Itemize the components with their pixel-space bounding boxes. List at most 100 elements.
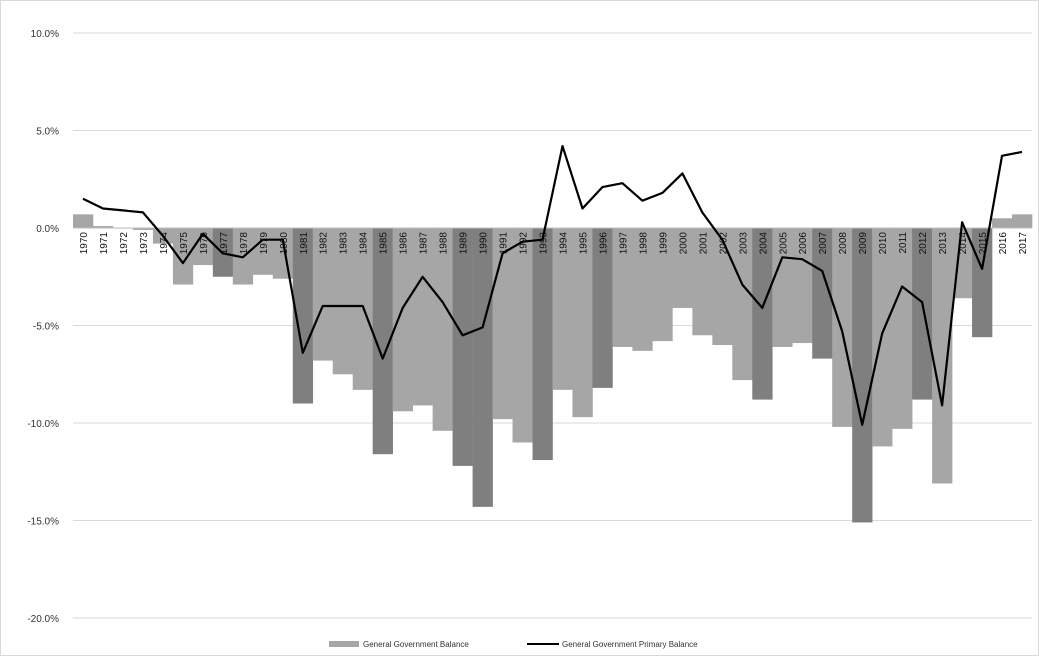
bar-2016	[992, 218, 1013, 228]
bar-2008	[832, 228, 853, 427]
bar-1975	[172, 228, 194, 285]
bar-1981	[292, 228, 314, 404]
bar-2013	[932, 228, 953, 484]
bar-1993	[532, 228, 553, 461]
x-tick-label: 2012	[918, 232, 929, 255]
bar-1970	[73, 214, 94, 228]
bar-2002	[712, 228, 733, 345]
x-tick-label: 2007	[818, 232, 829, 255]
bar-1992	[512, 228, 533, 443]
bar-2001	[692, 228, 713, 336]
x-tick-label: 1970	[79, 232, 90, 255]
x-tick-label: 1998	[638, 232, 649, 255]
bar-1976	[192, 228, 214, 266]
bar-1985	[372, 228, 393, 455]
x-tick-label: 1975	[179, 232, 190, 255]
x-tick-label: 2008	[838, 232, 849, 255]
x-tick-label: 2016	[998, 232, 1009, 255]
y-tick-label: 10.0%	[31, 29, 59, 40]
x-tick-label: 1994	[558, 232, 569, 255]
x-tick-label: 1997	[618, 232, 629, 255]
x-tick-label: 1979	[259, 232, 270, 255]
x-tick-label: 1992	[519, 232, 530, 255]
bar-1995	[572, 228, 593, 418]
primary-balance-line-layer	[82, 145, 1023, 426]
bar-1994	[552, 228, 573, 390]
x-tick-label: 2017	[1018, 232, 1029, 255]
x-tick-label: 1999	[658, 232, 669, 255]
y-axis-tick-labels: 10.0% 5.0% 0.0% -5.0% -10.0% -15.0% -20.0%	[27, 29, 59, 625]
x-tick-label: 1991	[499, 232, 510, 255]
y-tick-label: -5.0%	[33, 322, 59, 333]
x-tick-label: 1981	[299, 232, 310, 255]
x-tick-label: 1986	[399, 232, 410, 255]
bar-2004	[752, 228, 773, 400]
legend: General Government Balance General Gover…	[329, 640, 698, 649]
bar-1997	[612, 228, 633, 347]
x-tick-label: 1989	[459, 232, 470, 255]
x-tick-label: 2003	[738, 232, 749, 255]
x-tick-label: 1995	[578, 232, 589, 255]
x-tick-label: 1976	[199, 232, 210, 255]
x-tick-label: 1996	[598, 232, 609, 255]
bar-1987	[412, 228, 433, 406]
x-tick-label: 1971	[99, 232, 110, 255]
x-tick-label: 2005	[778, 232, 789, 255]
bar-1996	[592, 228, 613, 388]
bar-1989	[452, 228, 473, 466]
y-tick-label: -15.0%	[27, 517, 59, 528]
bar-1999	[652, 228, 673, 342]
x-tick-label: 2011	[898, 232, 909, 254]
y-tick-label: 0.0%	[36, 224, 59, 235]
x-tick-label: 2006	[798, 232, 809, 255]
bar-2014	[952, 228, 973, 299]
x-tick-label: 1990	[479, 232, 490, 255]
bar-1971	[92, 226, 114, 228]
x-tick-label: 1984	[359, 232, 370, 255]
x-tick-label: 2000	[678, 232, 689, 255]
x-tick-label: 2013	[938, 232, 949, 255]
bar-1998	[632, 228, 653, 351]
x-tick-label: 2014	[958, 232, 969, 255]
x-tick-label: 1973	[139, 232, 150, 255]
bar-2009	[852, 228, 873, 523]
bar-2006	[792, 228, 813, 344]
x-tick-label: 1977	[219, 232, 230, 255]
x-tick-label: 1988	[439, 232, 450, 255]
bar-1982	[312, 228, 334, 361]
legend-swatch-balance	[329, 641, 359, 647]
primary-balance-line	[82, 145, 1023, 426]
x-tick-label: 1972	[119, 232, 130, 255]
x-tick-label: 2010	[878, 232, 889, 255]
bar-2003	[732, 228, 753, 381]
x-tick-label: 2001	[698, 232, 709, 255]
y-tick-label: -10.0%	[27, 419, 59, 430]
x-tick-label: 2004	[758, 232, 769, 255]
legend-label-balance: General Government Balance	[363, 640, 469, 649]
x-tick-label: 2015	[978, 232, 989, 255]
bar-2012	[912, 228, 933, 400]
x-tick-label: 1985	[379, 232, 390, 255]
x-tick-label: 1974	[159, 232, 170, 255]
x-axis-category-labels: 1970 1971 1972 1973 1974 1975 1976 1977 1978 1979…	[79, 232, 1029, 255]
bar-1983	[332, 228, 354, 375]
bar-2000	[672, 228, 693, 308]
bar-1986	[392, 228, 413, 412]
x-tick-label: 1993	[539, 232, 550, 255]
x-tick-label: 1978	[239, 232, 250, 255]
bar-2007	[812, 228, 833, 359]
balance-bars	[73, 214, 1033, 523]
y-tick-label: 5.0%	[36, 127, 59, 138]
legend-label-primary: General Government Primary Balance	[562, 640, 698, 649]
bar-1988	[432, 228, 453, 431]
x-tick-label: 1983	[339, 232, 350, 255]
bar-2017	[1012, 214, 1033, 228]
bar-2011	[892, 228, 913, 429]
bar-1990	[472, 228, 493, 507]
x-tick-label: 1987	[419, 232, 430, 255]
x-tick-label: 2009	[858, 232, 869, 255]
x-tick-label: 1982	[319, 232, 330, 255]
bar-1973	[132, 228, 154, 230]
